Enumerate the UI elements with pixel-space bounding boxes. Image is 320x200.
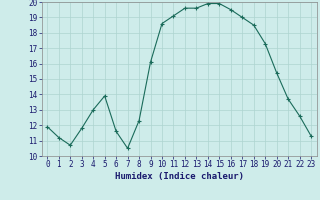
X-axis label: Humidex (Indice chaleur): Humidex (Indice chaleur) <box>115 172 244 181</box>
